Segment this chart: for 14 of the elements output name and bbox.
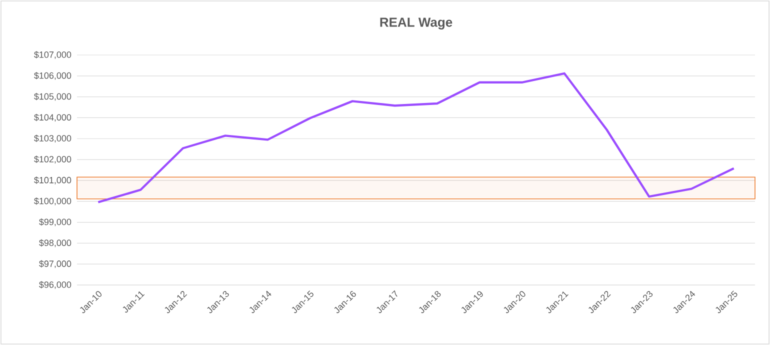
y-tick-label: $96,000 — [39, 281, 72, 289]
y-tick-label: $103,000 — [34, 134, 72, 143]
line-series — [97, 72, 735, 204]
y-tick-label: $100,000 — [34, 197, 72, 206]
y-tick-label: $107,000 — [34, 51, 72, 59]
y-tick-label: $102,000 — [34, 156, 72, 164]
y-tick-label: $99,000 — [39, 218, 72, 226]
y-tick-label: $98,000 — [39, 239, 72, 248]
y-tick-label: $105,000 — [34, 92, 72, 101]
y-tick-label: $106,000 — [34, 72, 72, 80]
y-tick-label: $97,000 — [39, 260, 72, 268]
y-tick-label: $101,000 — [34, 176, 72, 184]
y-tick-label: $104,000 — [34, 114, 72, 122]
chart-title: REAL Wage — [380, 18, 452, 30]
